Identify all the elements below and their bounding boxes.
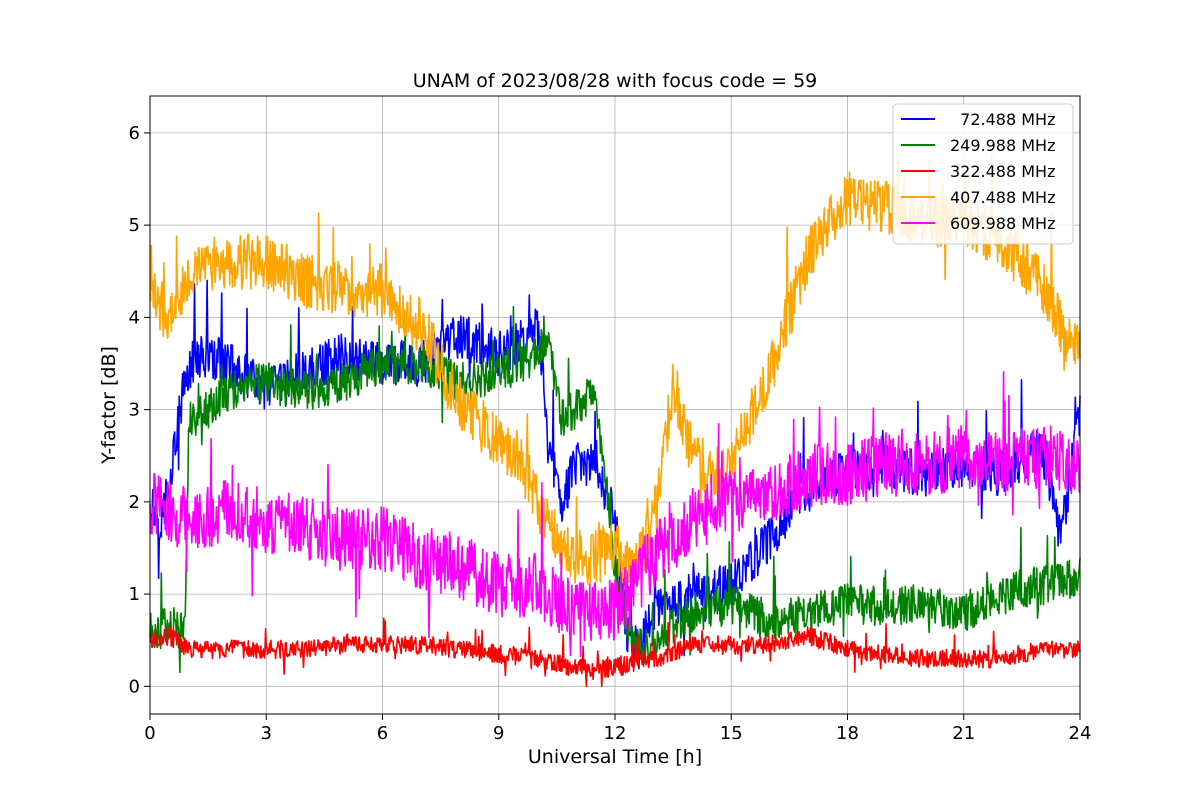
chart-title: UNAM of 2023/08/28 with focus code = 59 [413, 70, 818, 92]
series-line-4 [149, 370, 1081, 658]
x-tick-label: 3 [261, 723, 272, 744]
legend-label: 609.988 MHz [950, 214, 1055, 233]
series-line-0 [149, 279, 1081, 670]
x-tick-label: 21 [952, 723, 975, 744]
y-tick-label: 4 [129, 307, 140, 328]
x-tick-label: 0 [144, 723, 155, 744]
x-tick-label: 24 [1069, 723, 1092, 744]
x-tick-label: 6 [377, 723, 388, 744]
series-line-2 [149, 617, 1081, 688]
y-tick-label: 1 [129, 584, 140, 605]
y-axis-label: Y-factor [dB] [98, 346, 120, 465]
y-tick-label: 5 [129, 215, 140, 236]
legend-label: 322.488 MHz [950, 162, 1055, 181]
x-tick-label: 9 [493, 723, 504, 744]
x-tick-label: 18 [836, 723, 859, 744]
legend: 72.488 MHz 249.988 MHz 322.488 MHz 407.488 … [892, 103, 1074, 245]
legend-label: 407.488 MHz [950, 188, 1055, 207]
legend-label: 72.488 MHz [950, 110, 1055, 129]
y-tick-label: 0 [129, 676, 140, 697]
x-axis-label: Universal Time [h] [528, 746, 702, 768]
legend-label: 249.988 MHz [950, 136, 1055, 155]
y-tick-label: 3 [129, 400, 140, 421]
x-tick-label: 12 [604, 723, 627, 744]
y-tick-label: 6 [129, 123, 140, 144]
legend-box [892, 103, 1074, 245]
x-tick-label: 15 [720, 723, 743, 744]
y-tick-label: 2 [129, 492, 140, 513]
series-line-1 [149, 305, 1081, 674]
